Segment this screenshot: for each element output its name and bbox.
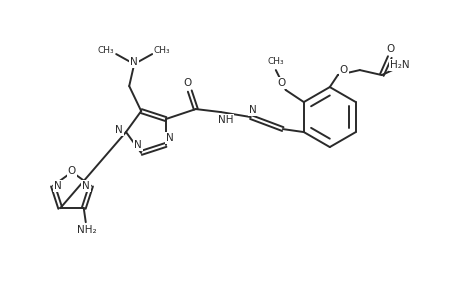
Text: N: N	[130, 57, 138, 67]
Text: CH₃: CH₃	[154, 46, 170, 55]
Text: N: N	[134, 140, 142, 150]
Text: N: N	[82, 181, 90, 191]
Text: O: O	[386, 44, 394, 54]
Text: NH₂: NH₂	[77, 225, 96, 235]
Text: CH₃: CH₃	[98, 46, 114, 55]
Text: O: O	[68, 166, 76, 176]
Text: O: O	[339, 65, 347, 75]
Text: O: O	[277, 78, 285, 88]
Text: H₂N: H₂N	[389, 60, 409, 70]
Text: N: N	[248, 105, 256, 115]
Text: N: N	[115, 125, 123, 135]
Text: NH: NH	[218, 115, 233, 125]
Text: N: N	[166, 133, 174, 143]
Text: O: O	[183, 78, 191, 88]
Text: N: N	[54, 181, 62, 191]
Text: CH₃: CH₃	[267, 57, 284, 66]
